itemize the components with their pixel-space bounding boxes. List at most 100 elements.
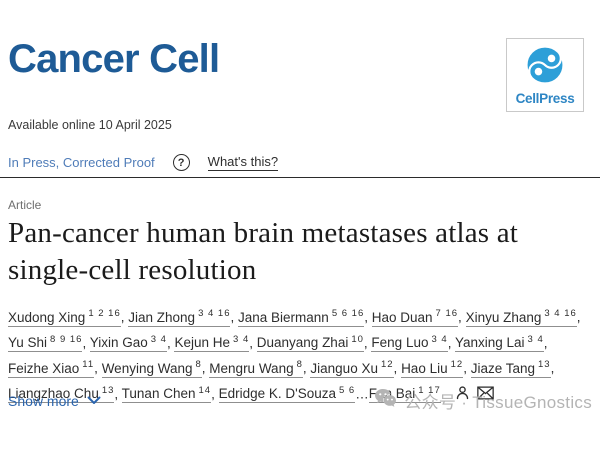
author-link[interactable]: Feizhe Xiao 11 (8, 359, 95, 378)
author-link[interactable]: Hao Liu 12 (401, 359, 464, 378)
author-name: Xinyu Zhang (465, 309, 542, 325)
journal-title-link[interactable]: Cancer Cell (8, 37, 220, 81)
status-badge: In Press, Corrected Proof (8, 155, 155, 170)
status-bar: In Press, Corrected Proof ? What's this? (8, 154, 592, 171)
author-affiliations: 3 4 (233, 333, 250, 345)
author-separator: , (447, 335, 455, 351)
author-affiliations: 3 4 (150, 333, 167, 345)
author-link[interactable]: Feng Luo 3 4 (371, 333, 448, 353)
author-name: Xudong Xing (8, 309, 86, 325)
author-separator: , (550, 360, 555, 376)
author-separator: , (576, 309, 581, 325)
author-affiliations: 5 6 16 (331, 308, 365, 320)
author-separator: , (458, 309, 466, 325)
help-question-icon[interactable]: ? (172, 154, 190, 171)
author-affiliations: 8 (296, 359, 303, 371)
author-separator: , (166, 335, 175, 351)
author-separator: , (249, 335, 257, 351)
author-affiliations: 12 (450, 359, 464, 371)
author-link[interactable]: Duanyang Zhai 10 (256, 333, 364, 353)
author-separator: , (211, 386, 219, 402)
author-link[interactable]: Yu Shi 8 9 16 (8, 334, 83, 353)
author-link[interactable]: Yanxing Lai 3 4 (454, 333, 544, 353)
author-affiliations: 11 (82, 359, 95, 371)
footer-row: Show more 公众号 · TissueGnostics (8, 388, 592, 413)
author-separator: , (82, 335, 90, 351)
author-affiliations: 3 4 (527, 333, 544, 345)
author-name: Tunan Chen (121, 386, 196, 402)
cellpress-logo-label: CellPress (515, 91, 575, 107)
masthead: Cancer Cell CellPress (8, 36, 592, 112)
author-separator: , (302, 360, 311, 376)
author-separator: … (355, 386, 369, 402)
author-separator: , (463, 360, 471, 376)
author-name: Yanxing Lai (454, 335, 525, 351)
author-name: Hao Liu (401, 360, 448, 376)
author-contact-icons (447, 386, 495, 401)
author-affiliations: 10 (351, 333, 364, 345)
cellpress-swirl-icon (524, 44, 566, 91)
author-name: Feng Luo (371, 335, 429, 351)
author-block: Xudong Xing 1 2 16, Jian Zhong 3 4 16, Jan… (8, 303, 592, 405)
email-envelope-icon[interactable] (473, 386, 495, 401)
author-link[interactable]: Xinyu Zhang 3 4 16 (465, 308, 577, 327)
page-title: Pan-cancer human brain metastases atlas … (8, 217, 519, 286)
author-link[interactable]: Xudong Xing 1 2 16 (8, 308, 121, 327)
author-name: Edridge K. D'Souza (218, 386, 336, 402)
author-name: Jana Biermann (238, 309, 329, 325)
author-separator: , (364, 309, 372, 325)
author-name: Jiaze Tang (470, 360, 535, 376)
author-separator: , (393, 360, 402, 376)
author-link[interactable]: Yixin Gao 3 4 (89, 333, 167, 353)
author-affiliations: 3 4 16 (544, 308, 577, 320)
author-name: Liangzhao Chu (8, 386, 99, 402)
author-separator: , (94, 360, 102, 376)
cellpress-logo-link[interactable]: CellPress (506, 38, 584, 112)
author-name: Jianguo Xu (310, 360, 378, 376)
author-name: Yu Shi (8, 335, 48, 351)
author-link[interactable]: Wenying Wang 8 (101, 359, 202, 378)
author-name: Feizhe Xiao (8, 360, 80, 376)
author-separator: , (363, 335, 372, 351)
author-person-icon[interactable] (451, 386, 474, 401)
show-more-label: Show more (8, 392, 79, 409)
author-affiliations: 3 4 (431, 333, 448, 345)
author-link[interactable]: Jana Biermann 5 6 16 (238, 308, 365, 327)
author-link[interactable]: Liangzhao Chu 13 (8, 384, 115, 404)
author-affiliations: 1 17 (418, 384, 441, 396)
header-divider (0, 177, 600, 178)
wechat-icon (374, 388, 397, 413)
author-affiliations: 13 (101, 384, 115, 396)
author-affiliations: 1 2 16 (88, 308, 121, 320)
whats-this-link[interactable]: What's this? (207, 154, 279, 171)
show-more-button[interactable]: Show more (8, 393, 101, 409)
author-separator: , (120, 309, 129, 325)
author-name: Duanyang Zhai (256, 335, 349, 351)
author-affiliations: 12 (380, 359, 394, 371)
author-name: Yixin Gao (89, 335, 148, 351)
author-affiliations: 5 6 (338, 384, 356, 396)
author-name: Jian Zhong (128, 309, 196, 325)
author-link[interactable]: Tunan Chen 14 (121, 384, 212, 404)
author-name: Hao Duan (371, 309, 433, 325)
author-name: Wenying Wang (101, 360, 193, 376)
author-affiliations: 14 (198, 384, 212, 396)
author-link[interactable]: Hao Duan 7 16 (371, 308, 459, 327)
author-link[interactable]: Jiaze Tang 13 (470, 359, 551, 378)
author-link[interactable]: Kejun He 3 4 (174, 333, 250, 353)
author-name: Mengru Wang (209, 360, 294, 376)
watermark: 公众号 · TissueGnostics (374, 388, 592, 413)
chevron-down-icon (87, 396, 101, 404)
author-separator: , (543, 335, 548, 351)
author-affiliations: 7 16 (435, 308, 459, 320)
author-separator: , (201, 360, 210, 376)
author-link[interactable]: Jianguo Xu 12 (310, 359, 394, 378)
author-link[interactable]: Edridge K. D'Souza 5 6 (218, 384, 356, 404)
author-affiliations: 13 (538, 359, 551, 371)
author-link[interactable]: Mengru Wang 8 (209, 359, 303, 378)
author-affiliations: 3 4 16 (198, 308, 231, 320)
article-type-label: Article (8, 198, 42, 212)
author-link[interactable]: Jian Zhong 3 4 16 (128, 308, 231, 327)
author-affiliations: 8 (195, 359, 202, 371)
